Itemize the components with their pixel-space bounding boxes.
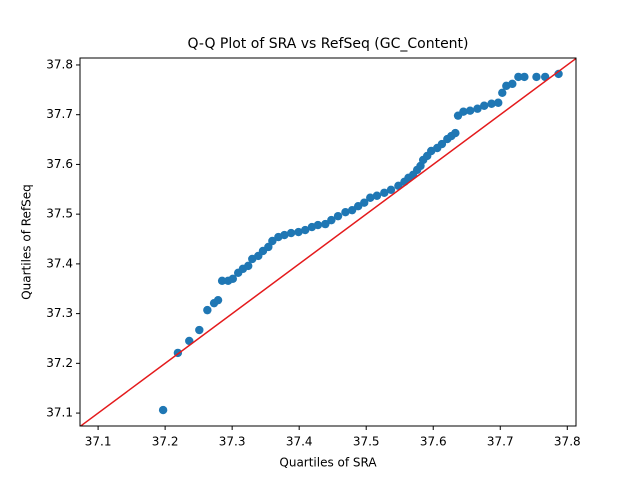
y-tick-label: 37.5	[46, 207, 73, 221]
y-tick-label: 37.3	[46, 306, 73, 320]
y-tick-label: 37.8	[46, 57, 73, 71]
point	[520, 72, 529, 82]
x-tick-label: 37.8	[554, 435, 581, 449]
point	[372, 191, 382, 200]
point	[437, 139, 447, 149]
x-tick-label: 37.4	[286, 435, 313, 449]
point	[465, 106, 475, 115]
point	[459, 107, 468, 116]
y-tick-label: 37.4	[46, 256, 73, 270]
x-axis-label: Quartiles of SRA	[279, 456, 377, 470]
point	[268, 236, 277, 246]
point	[508, 79, 517, 89]
point	[494, 98, 503, 107]
point	[487, 99, 496, 108]
x-tick-label: 37.5	[353, 435, 380, 449]
y-tick-label: 37.7	[46, 107, 73, 121]
point	[294, 227, 303, 237]
point	[366, 193, 375, 202]
y-tick-label: 37.2	[46, 356, 73, 370]
point	[386, 185, 396, 194]
x-tick-label: 37.1	[85, 435, 112, 449]
point	[341, 207, 350, 217]
point	[333, 211, 343, 221]
point	[380, 188, 389, 197]
point	[313, 220, 323, 230]
point	[347, 205, 357, 215]
point	[514, 72, 523, 82]
point	[203, 305, 212, 315]
x-tick-label: 37.2	[152, 435, 179, 449]
point	[213, 295, 223, 305]
point	[498, 88, 507, 98]
chart-title: Q-Q Plot of SRA vs RefSeq (GC_Content)	[187, 36, 468, 52]
point	[244, 261, 253, 271]
point	[264, 242, 273, 252]
point	[228, 274, 238, 283]
y-tick-label: 37.6	[46, 157, 73, 171]
x-tick-label: 37.3	[219, 435, 246, 449]
point	[195, 325, 204, 335]
point	[327, 215, 336, 225]
point	[479, 101, 489, 110]
y-axis-label: Quartiles of RefSeq	[20, 184, 34, 300]
identity-line	[80, 58, 576, 426]
point	[217, 276, 227, 285]
point	[301, 225, 310, 235]
x-tick-label: 37.6	[420, 435, 447, 449]
y-tick-label: 37.1	[46, 406, 73, 420]
plot-frame	[79, 57, 577, 427]
point	[280, 230, 289, 240]
point	[321, 219, 330, 229]
point	[554, 69, 563, 79]
point	[286, 228, 296, 238]
point	[158, 405, 168, 415]
point	[451, 128, 460, 138]
point	[532, 72, 541, 82]
point	[473, 104, 482, 113]
x-tick-label: 37.7	[487, 435, 514, 449]
point	[359, 198, 369, 207]
